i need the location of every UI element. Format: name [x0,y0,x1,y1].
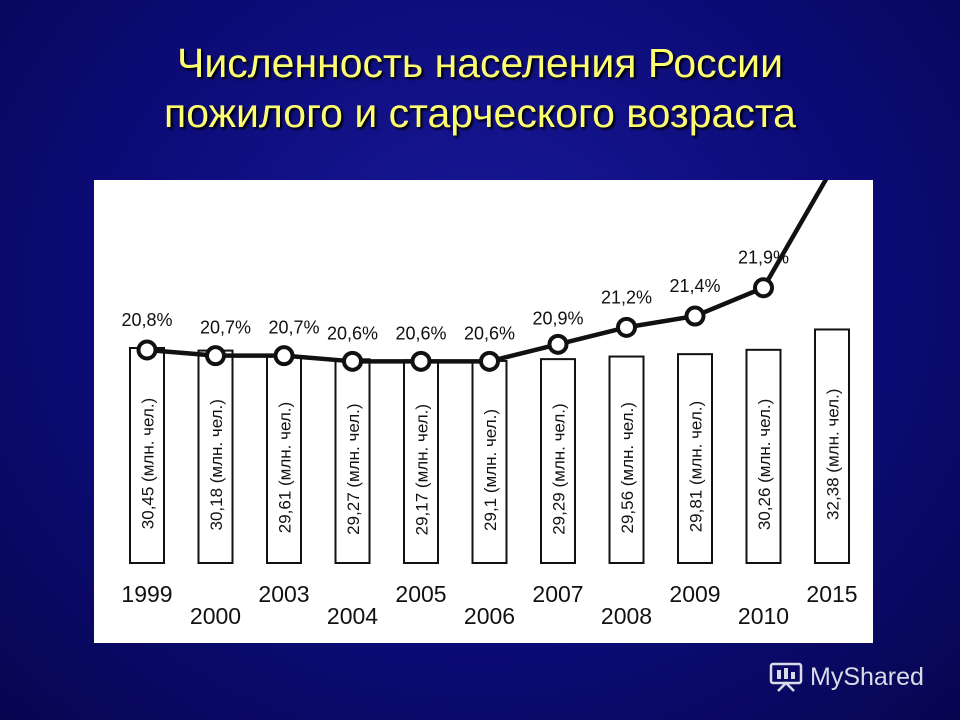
myshared-logo-icon [769,662,803,692]
bar-value-label: 29,27 (млн. чел.) [344,403,363,534]
bar-value-label: 30,26 (млн. чел.) [755,399,774,530]
x-tick-label: 2004 [327,603,378,629]
x-tick-label: 2003 [258,581,309,607]
bar [814,328,850,564]
bar-value-label: 29,81 (млн. чел.) [687,401,706,532]
bar-value-label: 32,38 (млн. чел.) [824,389,843,520]
bar [197,349,234,564]
percent-label: 20,6% [464,323,515,343]
slide-title-line-2: пожилого и старческого возраста [164,90,796,136]
bar-value-label: 29,61 (млн. чел.) [276,402,295,533]
bar [540,358,576,564]
percent-marker [547,333,569,355]
percent-label: 20,6% [327,323,378,343]
percent-marker [410,350,432,372]
percent-label: 20,8% [121,310,172,330]
slide-title-line-1: Численность населения России [177,40,783,86]
bar [334,358,371,564]
watermark-text: MyShared [810,662,924,691]
x-tick-label: 2005 [395,581,446,607]
x-tick-label: 2008 [601,603,652,629]
population-chart: 30,45 (млн. чел.) 30,18 (млн. чел.) 29,61 … [121,180,858,629]
percent-label: 21,4% [669,276,720,296]
x-tick-label: 2007 [532,581,583,607]
chart-panel: 30,45 (млн. чел.) 30,18 (млн. чел.) 29,61 … [94,180,873,643]
percent-label: 21,9% [738,248,789,268]
x-tick-label: 2000 [190,603,241,629]
percent-marker [684,305,706,327]
x-tick-label: 2006 [464,603,515,629]
bar [129,347,165,564]
percent-label: 20,9% [532,308,583,328]
x-tick-label: 2015 [806,581,857,607]
bar [471,359,508,564]
bar [608,355,645,564]
x-tick-label: 2010 [738,603,789,629]
bar-value-label: 29,56 (млн. чел.) [618,402,637,533]
percent-label: 20,7% [200,318,251,338]
x-tick-label: 2009 [669,581,720,607]
percent-marker [753,277,774,299]
percent-marker [479,350,500,372]
percent-label: 20,7% [268,318,319,338]
x-tick-label: 1999 [121,581,172,607]
bar-value-label: 29,29 (млн. чел.) [550,403,569,534]
bar [403,359,439,564]
percent-label: 20,6% [395,323,446,343]
bar [677,353,713,564]
watermark: MyShared [768,657,924,697]
bar-value-label: 29,17 (млн. чел.) [413,404,432,535]
percent-label: 21,2% [601,287,652,307]
slide-title: Численность населения России пожилого и … [0,38,960,138]
bar-value-label: 30,18 (млн. чел.) [207,399,226,530]
percent-marker [136,339,158,361]
bar-value-label: 30,45 (млн. чел.) [139,398,158,529]
percent-marker [205,345,226,367]
percent-marker [616,316,637,338]
percent-marker [342,350,363,372]
bar-value-label: 29,1 (млн. чел.) [481,409,500,531]
percent-marker [273,345,295,367]
bar [745,348,782,564]
